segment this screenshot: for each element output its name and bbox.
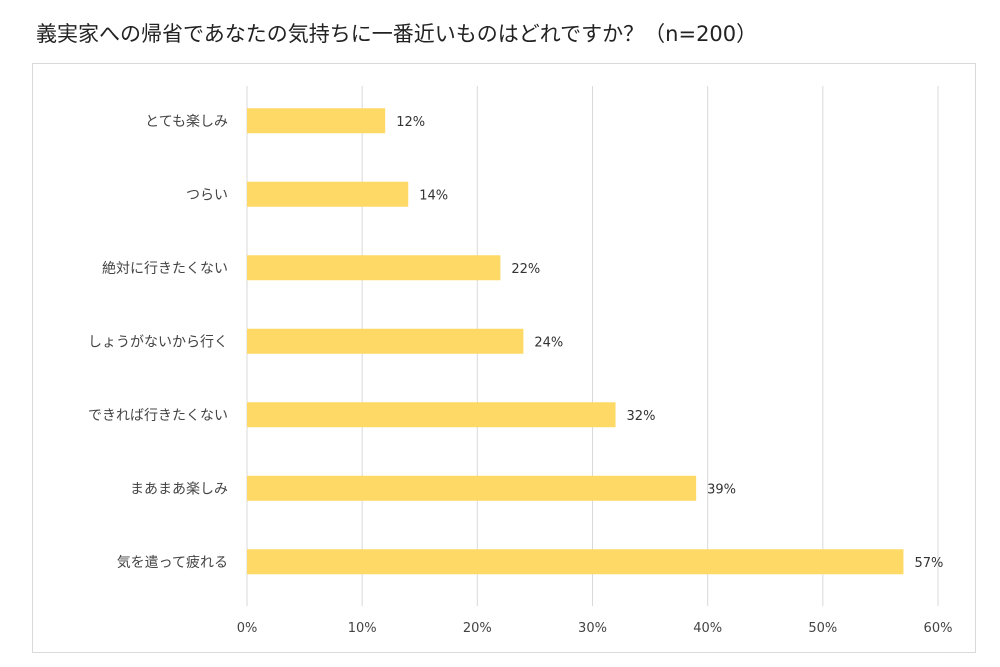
bar (247, 475, 697, 501)
x-tick-label: 40% (693, 621, 722, 636)
bar (247, 402, 616, 428)
x-tick-label: 50% (808, 621, 837, 636)
data-label: 22% (511, 262, 540, 277)
x-tick-label: 30% (578, 621, 607, 636)
chart-title: 義実家への帰省であなたの気持ちに一番近いものはどれですか？（n=200） (36, 22, 758, 46)
category-label: できれば行きたくない (88, 408, 228, 424)
x-tick-label: 60% (924, 621, 953, 636)
data-label: 24% (534, 335, 563, 350)
x-tick-label: 20% (463, 621, 492, 636)
bar (247, 255, 501, 281)
data-label: 39% (707, 482, 736, 497)
data-label: 57% (914, 556, 943, 571)
data-label: 14% (419, 188, 448, 203)
category-label: つらい (186, 187, 228, 203)
category-label: まあまあ楽しみ (130, 481, 228, 497)
data-label: 12% (396, 115, 425, 130)
chart-frame (32, 63, 976, 653)
bar (247, 549, 904, 575)
bar (247, 328, 524, 354)
category-label: 絶対に行きたくない (102, 261, 228, 277)
bar (247, 181, 409, 207)
data-label: 32% (627, 409, 656, 424)
x-tick-label: 0% (237, 621, 258, 636)
category-label: とても楽しみ (145, 114, 228, 130)
bars (247, 108, 904, 575)
grid-lines (246, 86, 939, 606)
bar (247, 108, 386, 134)
labels: 0% 10% 20% 30% 40% 50% 60% とても楽しみ 12% つらい 14% 絶対に行き… (88, 114, 952, 636)
x-tick-label: 10% (348, 621, 377, 636)
category-label: 気を遣って疲れる (117, 554, 228, 571)
category-label: しょうがないから行く (88, 334, 228, 350)
